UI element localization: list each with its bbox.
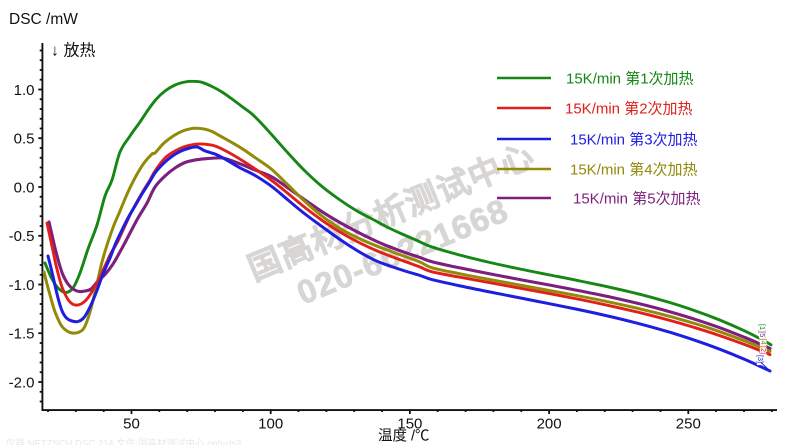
svg-text:100: 100 <box>258 416 283 433</box>
svg-text:15K/min 第4次加热: 15K/min 第4次加热 <box>570 161 698 179</box>
svg-text:150: 150 <box>397 416 422 433</box>
svg-text:-0.5: -0.5 <box>9 228 35 245</box>
svg-text:[1]: [1] <box>758 324 767 332</box>
svg-text:仪器:NETZSCH DSC 214 文件:国高材测试中心.: 仪器:NETZSCH DSC 214 文件:国高材测试中心.ngb-ds3 <box>6 438 241 445</box>
svg-text:DSC /mW: DSC /mW <box>9 11 78 28</box>
svg-text:[3]: [3] <box>756 355 765 363</box>
svg-text:15K/min 第5次加热: 15K/min 第5次加热 <box>573 190 701 208</box>
svg-text:1.0: 1.0 <box>14 82 35 99</box>
svg-text:15K/min 第2次加热: 15K/min 第2次加热 <box>565 100 693 118</box>
svg-text:-2.0: -2.0 <box>9 374 35 391</box>
svg-text:-1.0: -1.0 <box>9 277 35 294</box>
svg-text:15K/min 第3次加热: 15K/min 第3次加热 <box>570 131 698 149</box>
svg-text:[2]: [2] <box>759 346 768 354</box>
svg-text:250: 250 <box>676 416 701 433</box>
svg-text:0.0: 0.0 <box>14 179 35 196</box>
svg-text:-1.5: -1.5 <box>9 326 35 343</box>
svg-text:200: 200 <box>537 416 562 433</box>
svg-text:15K/min 第1次加热: 15K/min 第1次加热 <box>566 70 694 88</box>
svg-text:[4]: [4] <box>759 339 768 347</box>
svg-text:温度 /℃: 温度 /℃ <box>378 428 430 445</box>
svg-text:[5]: [5] <box>758 331 767 339</box>
svg-text:↓ 放热: ↓ 放热 <box>51 42 95 60</box>
svg-text:50: 50 <box>123 416 140 433</box>
svg-text:0.5: 0.5 <box>14 131 35 148</box>
